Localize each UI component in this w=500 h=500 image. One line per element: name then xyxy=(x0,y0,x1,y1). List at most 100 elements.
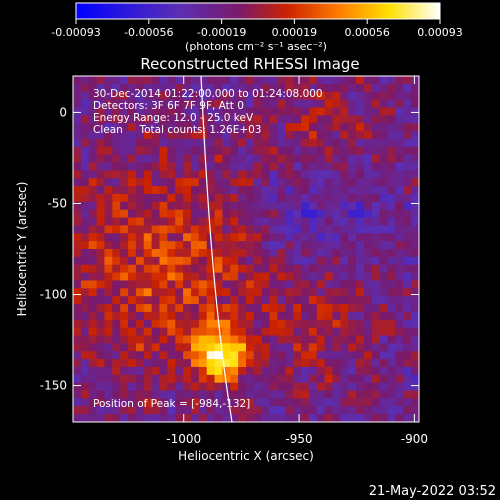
heatmap-cell xyxy=(214,406,223,415)
heatmap-cell xyxy=(151,343,160,352)
heatmap-cell xyxy=(332,91,341,100)
heatmap-cell xyxy=(238,201,247,211)
heatmap-cell xyxy=(340,201,349,211)
heatmap-cell xyxy=(190,398,200,407)
heatmap-cell xyxy=(395,272,404,281)
heatmap-cell xyxy=(411,217,419,226)
heatmap-cell xyxy=(379,280,388,289)
heatmap-cell xyxy=(128,107,137,116)
heatmap-cell xyxy=(120,170,129,179)
heatmap-cell xyxy=(104,91,113,100)
heatmap-cell xyxy=(253,162,263,171)
heatmap-cell xyxy=(363,390,373,399)
heatmap-cell xyxy=(214,209,223,218)
heatmap-cell xyxy=(135,162,145,171)
heatmap-cell xyxy=(198,225,208,234)
heatmap-cell xyxy=(190,201,200,211)
heatmap-cell xyxy=(379,201,388,211)
heatmap-cell xyxy=(348,256,357,266)
heatmap-cell xyxy=(183,170,192,179)
heatmap-cell xyxy=(348,359,357,368)
heatmap-cell xyxy=(143,146,153,156)
heatmap-cell xyxy=(253,201,263,211)
heatmap-cell xyxy=(198,217,208,226)
heatmap-cell xyxy=(301,359,310,368)
heatmap-cell xyxy=(277,217,286,226)
heatmap-cell xyxy=(128,343,137,352)
heatmap-cell xyxy=(387,76,396,85)
heatmap-cell xyxy=(246,288,255,297)
heatmap-cell xyxy=(230,249,239,258)
heatmap-cell xyxy=(143,249,153,258)
heatmap-cell xyxy=(371,225,381,234)
heatmap-cell xyxy=(159,138,168,148)
heatmap-cell xyxy=(88,209,97,218)
heatmap-cell xyxy=(222,351,231,360)
heatmap-cell xyxy=(403,201,412,211)
heatmap-cell xyxy=(301,225,310,234)
heatmap-cell xyxy=(88,374,97,384)
heatmap-cell xyxy=(143,296,153,305)
heatmap-cell xyxy=(285,131,294,140)
heatmap-cell xyxy=(230,186,239,195)
heatmap-cell xyxy=(246,406,255,415)
heatmap-cell xyxy=(340,327,349,336)
heatmap-cell xyxy=(293,272,302,281)
heatmap-cell xyxy=(340,83,349,93)
heatmap-cell xyxy=(411,83,419,93)
heatmap-cell xyxy=(277,107,286,116)
heatmap-cell xyxy=(332,311,341,321)
heatmap-cell xyxy=(363,359,373,368)
heatmap-cell xyxy=(198,374,208,384)
heatmap-cell xyxy=(308,178,318,187)
heatmap-cell xyxy=(151,107,160,116)
heatmap-cell xyxy=(135,264,145,273)
heatmap-cell xyxy=(183,233,192,242)
heatmap-cell xyxy=(151,76,160,85)
heatmap-cell xyxy=(230,288,239,297)
heatmap-cell xyxy=(167,131,176,140)
heatmap-cell xyxy=(104,193,113,203)
heatmap-cell xyxy=(80,99,90,108)
heatmap-cell xyxy=(403,83,412,93)
heatmap-cell xyxy=(198,343,208,352)
heatmap-cell xyxy=(348,186,357,195)
heatmap-cell xyxy=(308,76,318,85)
heatmap-cell xyxy=(151,382,160,391)
heatmap-cell xyxy=(206,162,215,171)
heatmap-cell xyxy=(395,304,404,313)
heatmap-cell xyxy=(324,280,333,289)
heatmap-cell xyxy=(387,123,396,132)
heatmap-cell xyxy=(261,170,270,179)
heatmap-cell xyxy=(340,233,349,242)
heatmap-cell xyxy=(363,123,373,132)
heatmap-cell xyxy=(159,241,168,250)
heatmap-cell xyxy=(159,201,168,211)
heatmap-cell xyxy=(277,91,286,100)
heatmap-cell xyxy=(183,280,192,289)
heatmap-cell xyxy=(348,131,357,140)
heatmap-cell xyxy=(238,76,247,85)
heatmap-cell xyxy=(261,209,270,218)
heatmap-cell xyxy=(363,154,373,163)
heatmap-cell xyxy=(277,272,286,281)
heatmap-cell xyxy=(222,272,231,281)
heatmap-cell xyxy=(88,146,97,156)
heatmap-cell xyxy=(371,311,381,321)
heatmap-cell xyxy=(348,225,357,234)
heatmap-cell xyxy=(348,406,357,415)
heatmap-cell xyxy=(214,241,223,250)
heatmap-cell xyxy=(206,99,215,108)
heatmap-cell xyxy=(104,209,113,218)
heatmap-cell xyxy=(88,335,97,344)
heatmap-cell xyxy=(175,146,184,156)
heatmap-cell xyxy=(167,311,176,321)
heatmap-cell xyxy=(175,170,184,179)
heatmap-cell xyxy=(222,91,231,100)
heatmap-cell xyxy=(159,351,168,360)
heatmap-cell xyxy=(285,209,294,218)
heatmap-cell xyxy=(230,390,239,399)
heatmap-cell xyxy=(214,335,223,344)
heatmap-cell xyxy=(324,304,333,313)
heatmap-cell xyxy=(269,107,278,116)
